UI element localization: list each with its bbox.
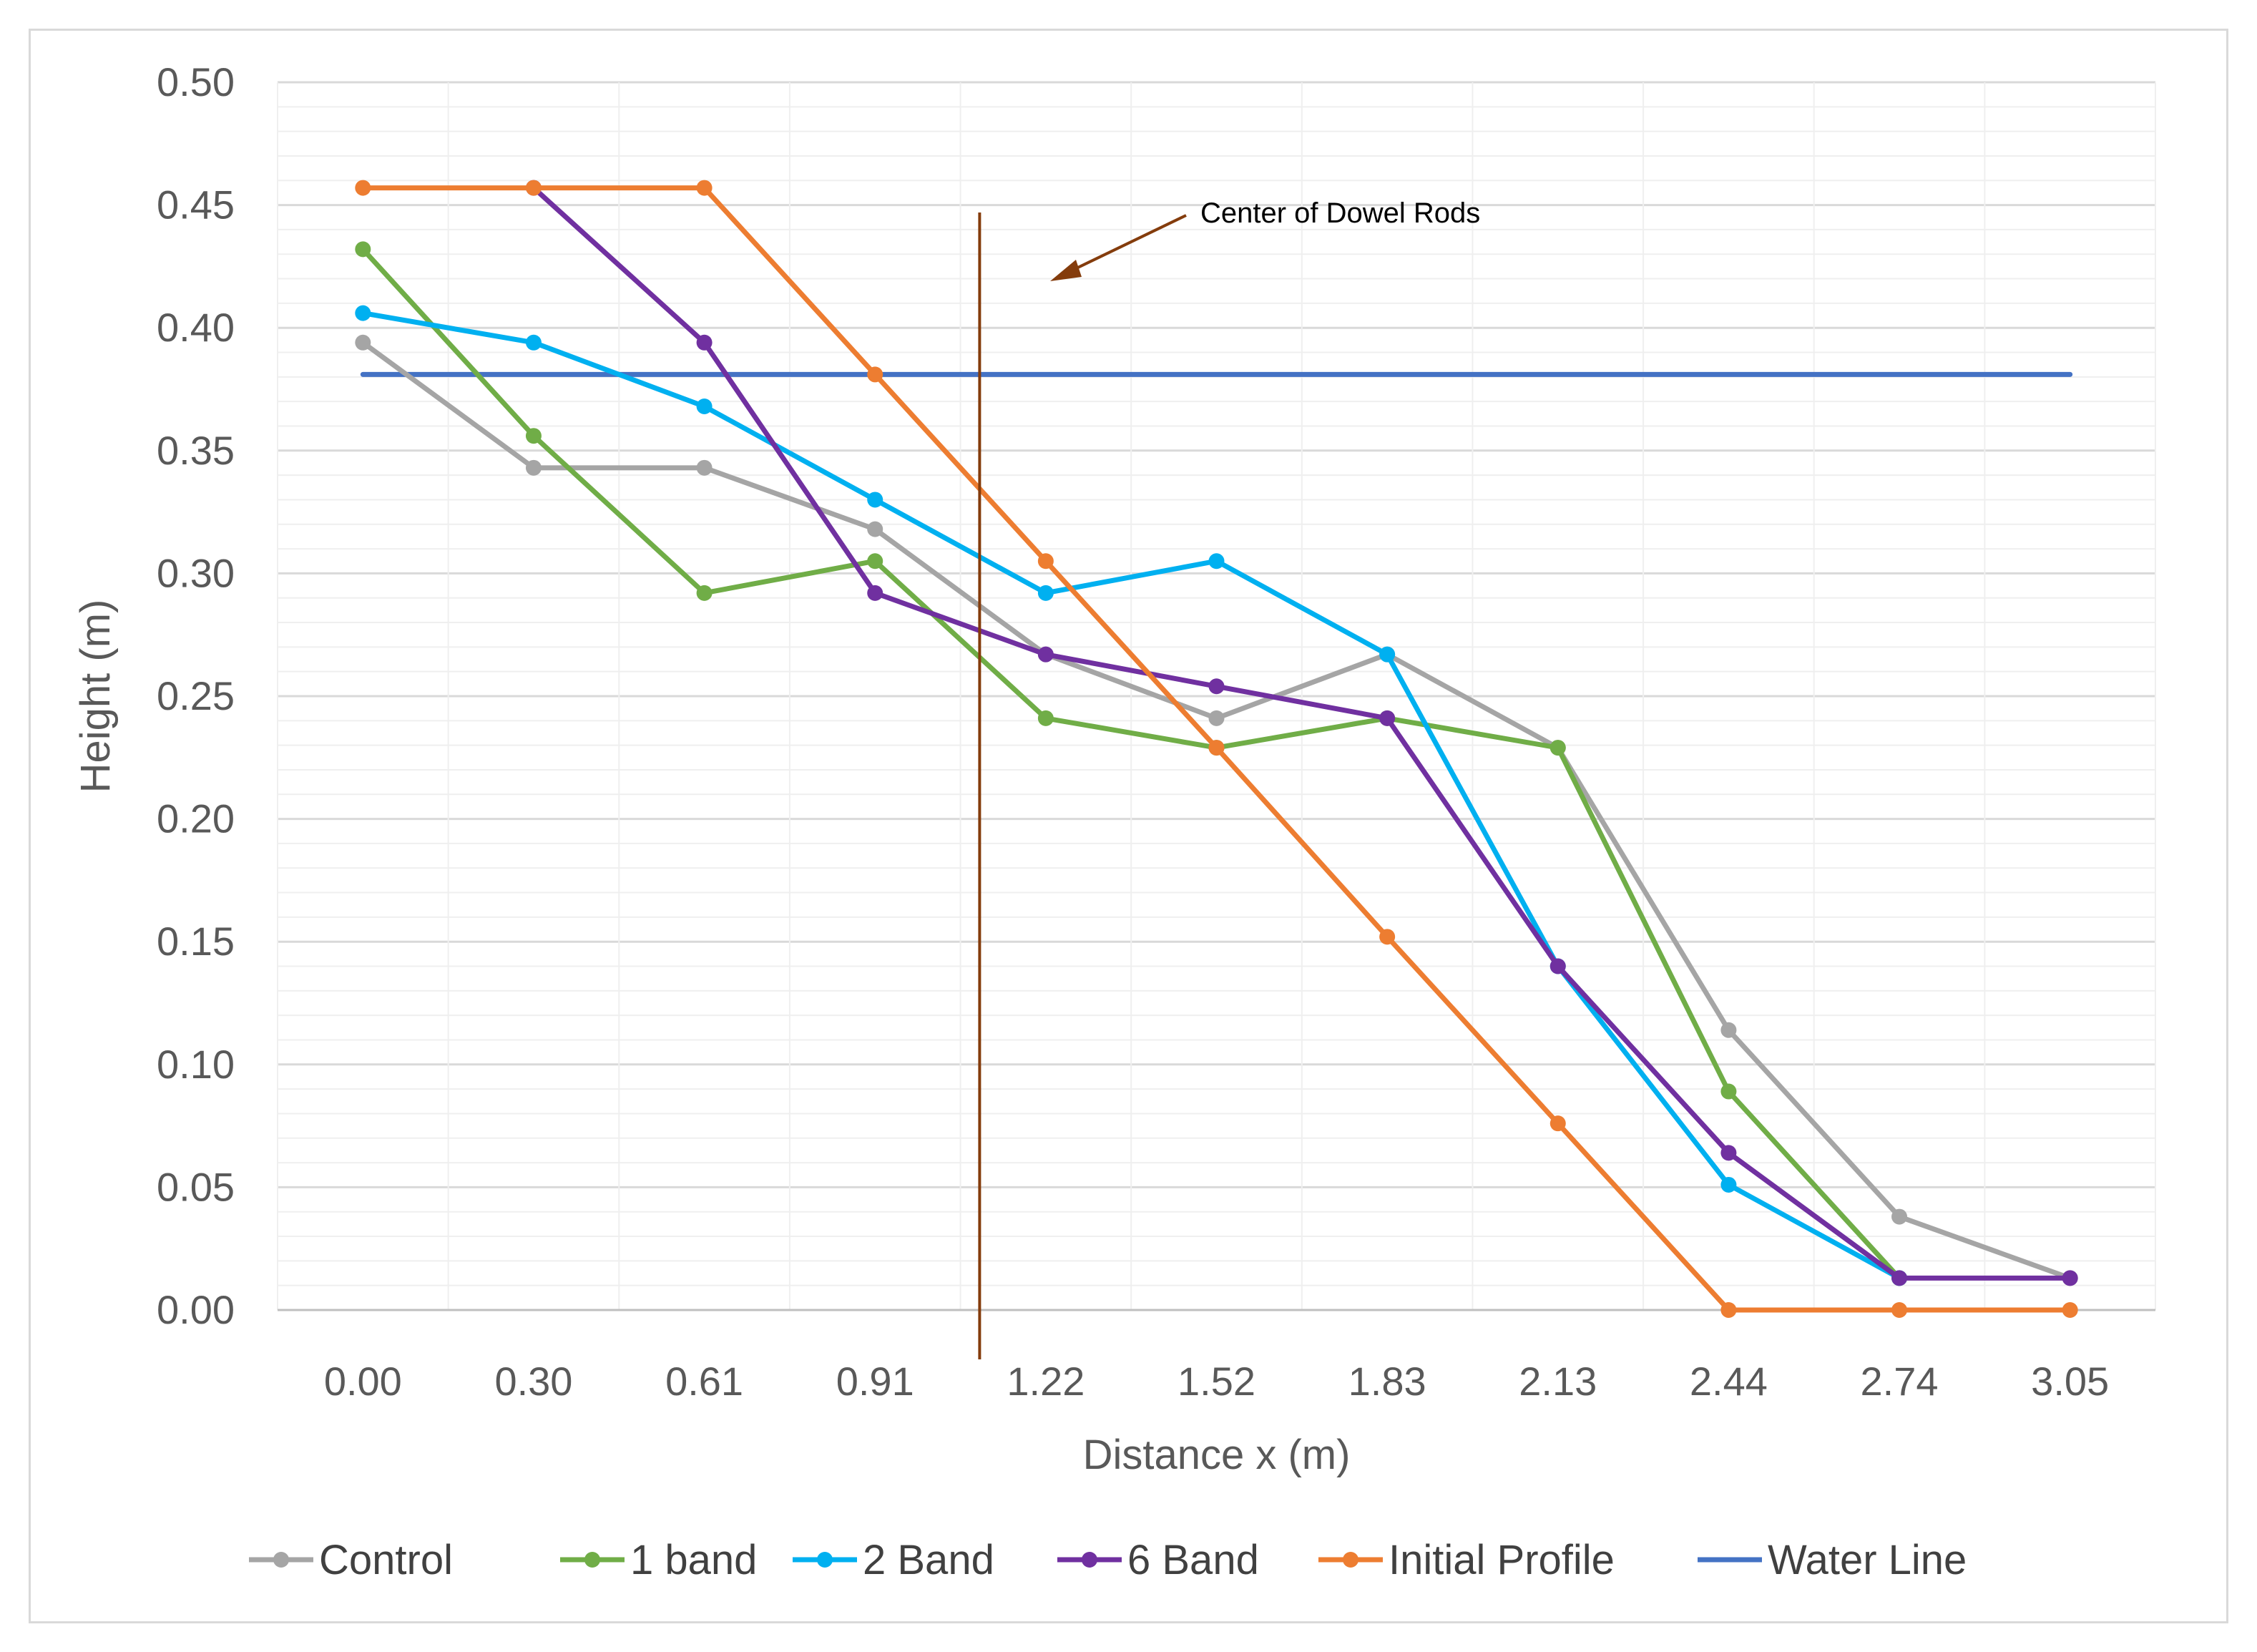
dowel-annotation-text: Center of Dowel Rods <box>1200 197 1480 229</box>
control-point <box>525 459 542 476</box>
x-tick-label: 1.22 <box>1007 1359 1085 1404</box>
1-band-line <box>360 246 1902 1281</box>
6-band-point <box>696 334 713 351</box>
initial-profile-point <box>867 366 883 383</box>
y-tick-label: 0.30 <box>157 550 235 595</box>
initial-profile-point <box>1037 553 1054 570</box>
initial-profile-point <box>696 180 713 196</box>
y-axis-tick-labels: 0.00 0.05 0.10 0.15 0.20 0.25 0.30 0.35 0.40 0.45… <box>157 59 235 1332</box>
legend-swatch-marker <box>273 1552 289 1568</box>
y-tick-label: 0.50 <box>157 59 235 104</box>
series-layer <box>355 180 2078 1318</box>
x-tick-label: 2.44 <box>1690 1359 1768 1404</box>
legend-item-initial-profile: Initial Profile <box>1318 1537 1615 1583</box>
6-band-point <box>1037 646 1054 663</box>
y-tick-label: 0.10 <box>157 1042 235 1087</box>
2-band-point <box>1720 1176 1737 1193</box>
1-band-point <box>1720 1083 1737 1100</box>
y-axis-title: Height (m) <box>72 600 119 793</box>
line-chart: 0.00 0.05 0.10 0.15 0.20 0.25 0.30 0.35 0.40 0.45… <box>72 59 2156 1583</box>
x-tick-label: 0.61 <box>665 1359 743 1404</box>
2-band-point <box>867 492 883 508</box>
legend-label: Water Line <box>1768 1537 1967 1583</box>
legend-label: 6 Band <box>1127 1537 1259 1583</box>
initial-profile-point <box>1549 1115 1566 1132</box>
2-band-point <box>1379 646 1396 663</box>
y-tick-label: 0.20 <box>157 796 235 841</box>
x-axis-title: Distance x (m) <box>1083 1432 1351 1478</box>
initial-profile-point <box>1891 1302 1908 1318</box>
gridlines <box>277 81 2156 1310</box>
legend-item-2-band: 2 Band <box>793 1537 994 1583</box>
6-band-point <box>1379 710 1396 726</box>
initial-profile-point <box>1720 1302 1737 1318</box>
6-band-line <box>531 185 2073 1281</box>
y-tick-label: 0.00 <box>157 1287 235 1332</box>
legend-swatch-marker <box>1343 1552 1358 1568</box>
legend-item-6-band: 6 Band <box>1057 1537 1259 1583</box>
6-band-point <box>1720 1145 1737 1161</box>
series-initial-profile <box>355 180 2078 1318</box>
legend-item-water-line: Water Line <box>1698 1537 1967 1583</box>
1-band-point <box>867 553 883 570</box>
2-band-point <box>525 334 542 351</box>
legend-label: Control <box>319 1537 453 1583</box>
dowel-annotation-arrowhead <box>1050 260 1082 281</box>
1-band-point <box>1549 740 1566 756</box>
legend-label: Initial Profile <box>1389 1537 1615 1583</box>
x-tick-label: 0.91 <box>836 1359 914 1404</box>
y-tick-label: 0.25 <box>157 673 235 718</box>
initial-profile-point <box>1208 740 1225 756</box>
legend: Control 1 band 2 Band 6 Band Initial Profile… <box>249 1537 1967 1583</box>
y-tick-label: 0.05 <box>157 1164 235 1209</box>
x-axis-tick-labels: 0.00 0.30 0.61 0.91 1.22 1.52 1.83 2.13 2.44 2.74… <box>324 1359 2109 1404</box>
control-point <box>696 459 713 476</box>
x-tick-label: 3.05 <box>2031 1359 2109 1404</box>
6-band-point <box>1891 1270 1908 1286</box>
2-band-point <box>1208 553 1225 570</box>
legend-swatch-marker <box>817 1552 833 1568</box>
initial-profile-point <box>355 180 371 196</box>
y-tick-label: 0.40 <box>157 305 235 350</box>
control-point <box>1208 710 1225 726</box>
legend-item-control: Control <box>249 1537 453 1583</box>
2-band-point <box>696 399 713 415</box>
2-band-point <box>1037 585 1054 601</box>
6-band-point <box>2062 1270 2078 1286</box>
initial-profile-point <box>2062 1302 2078 1318</box>
1-band-point <box>355 241 371 258</box>
1-band-point <box>525 428 542 444</box>
x-tick-label: 2.74 <box>1861 1359 1939 1404</box>
x-tick-label: 0.30 <box>494 1359 572 1404</box>
control-point <box>1720 1022 1737 1038</box>
x-tick-label: 1.52 <box>1178 1359 1255 1404</box>
chart-frame: 0.00 0.05 0.10 0.15 0.20 0.25 0.30 0.35 0.40 0.45… <box>29 29 2228 1623</box>
6-band-point <box>867 585 883 601</box>
legend-swatch-marker <box>1082 1552 1097 1568</box>
x-tick-label: 0.00 <box>324 1359 402 1404</box>
control-point <box>867 521 883 537</box>
y-tick-label: 0.35 <box>157 428 235 473</box>
initial-profile-point <box>1379 929 1396 945</box>
control-point <box>1891 1208 1908 1225</box>
x-tick-label: 1.83 <box>1348 1359 1426 1404</box>
control-point <box>355 334 371 351</box>
annotation-layer: Center of Dowel Rods <box>978 197 1480 1359</box>
y-tick-label: 0.45 <box>157 182 235 228</box>
2-band-line <box>360 311 1902 1281</box>
6-band-point <box>1208 678 1225 695</box>
legend-label: 1 band <box>630 1537 757 1583</box>
6-band-point <box>1549 958 1566 974</box>
initial-profile-point <box>525 180 542 196</box>
legend-label: 2 Band <box>863 1537 994 1583</box>
dowel-annotation-arrow <box>1064 214 1187 275</box>
legend-item-1-band: 1 band <box>560 1537 757 1583</box>
x-tick-label: 2.13 <box>1519 1359 1597 1404</box>
series-control <box>355 334 2078 1286</box>
1-band-point <box>1037 710 1054 726</box>
y-tick-label: 0.15 <box>157 919 235 964</box>
1-band-point <box>696 585 713 601</box>
legend-swatch-marker <box>584 1552 600 1568</box>
2-band-point <box>355 305 371 321</box>
